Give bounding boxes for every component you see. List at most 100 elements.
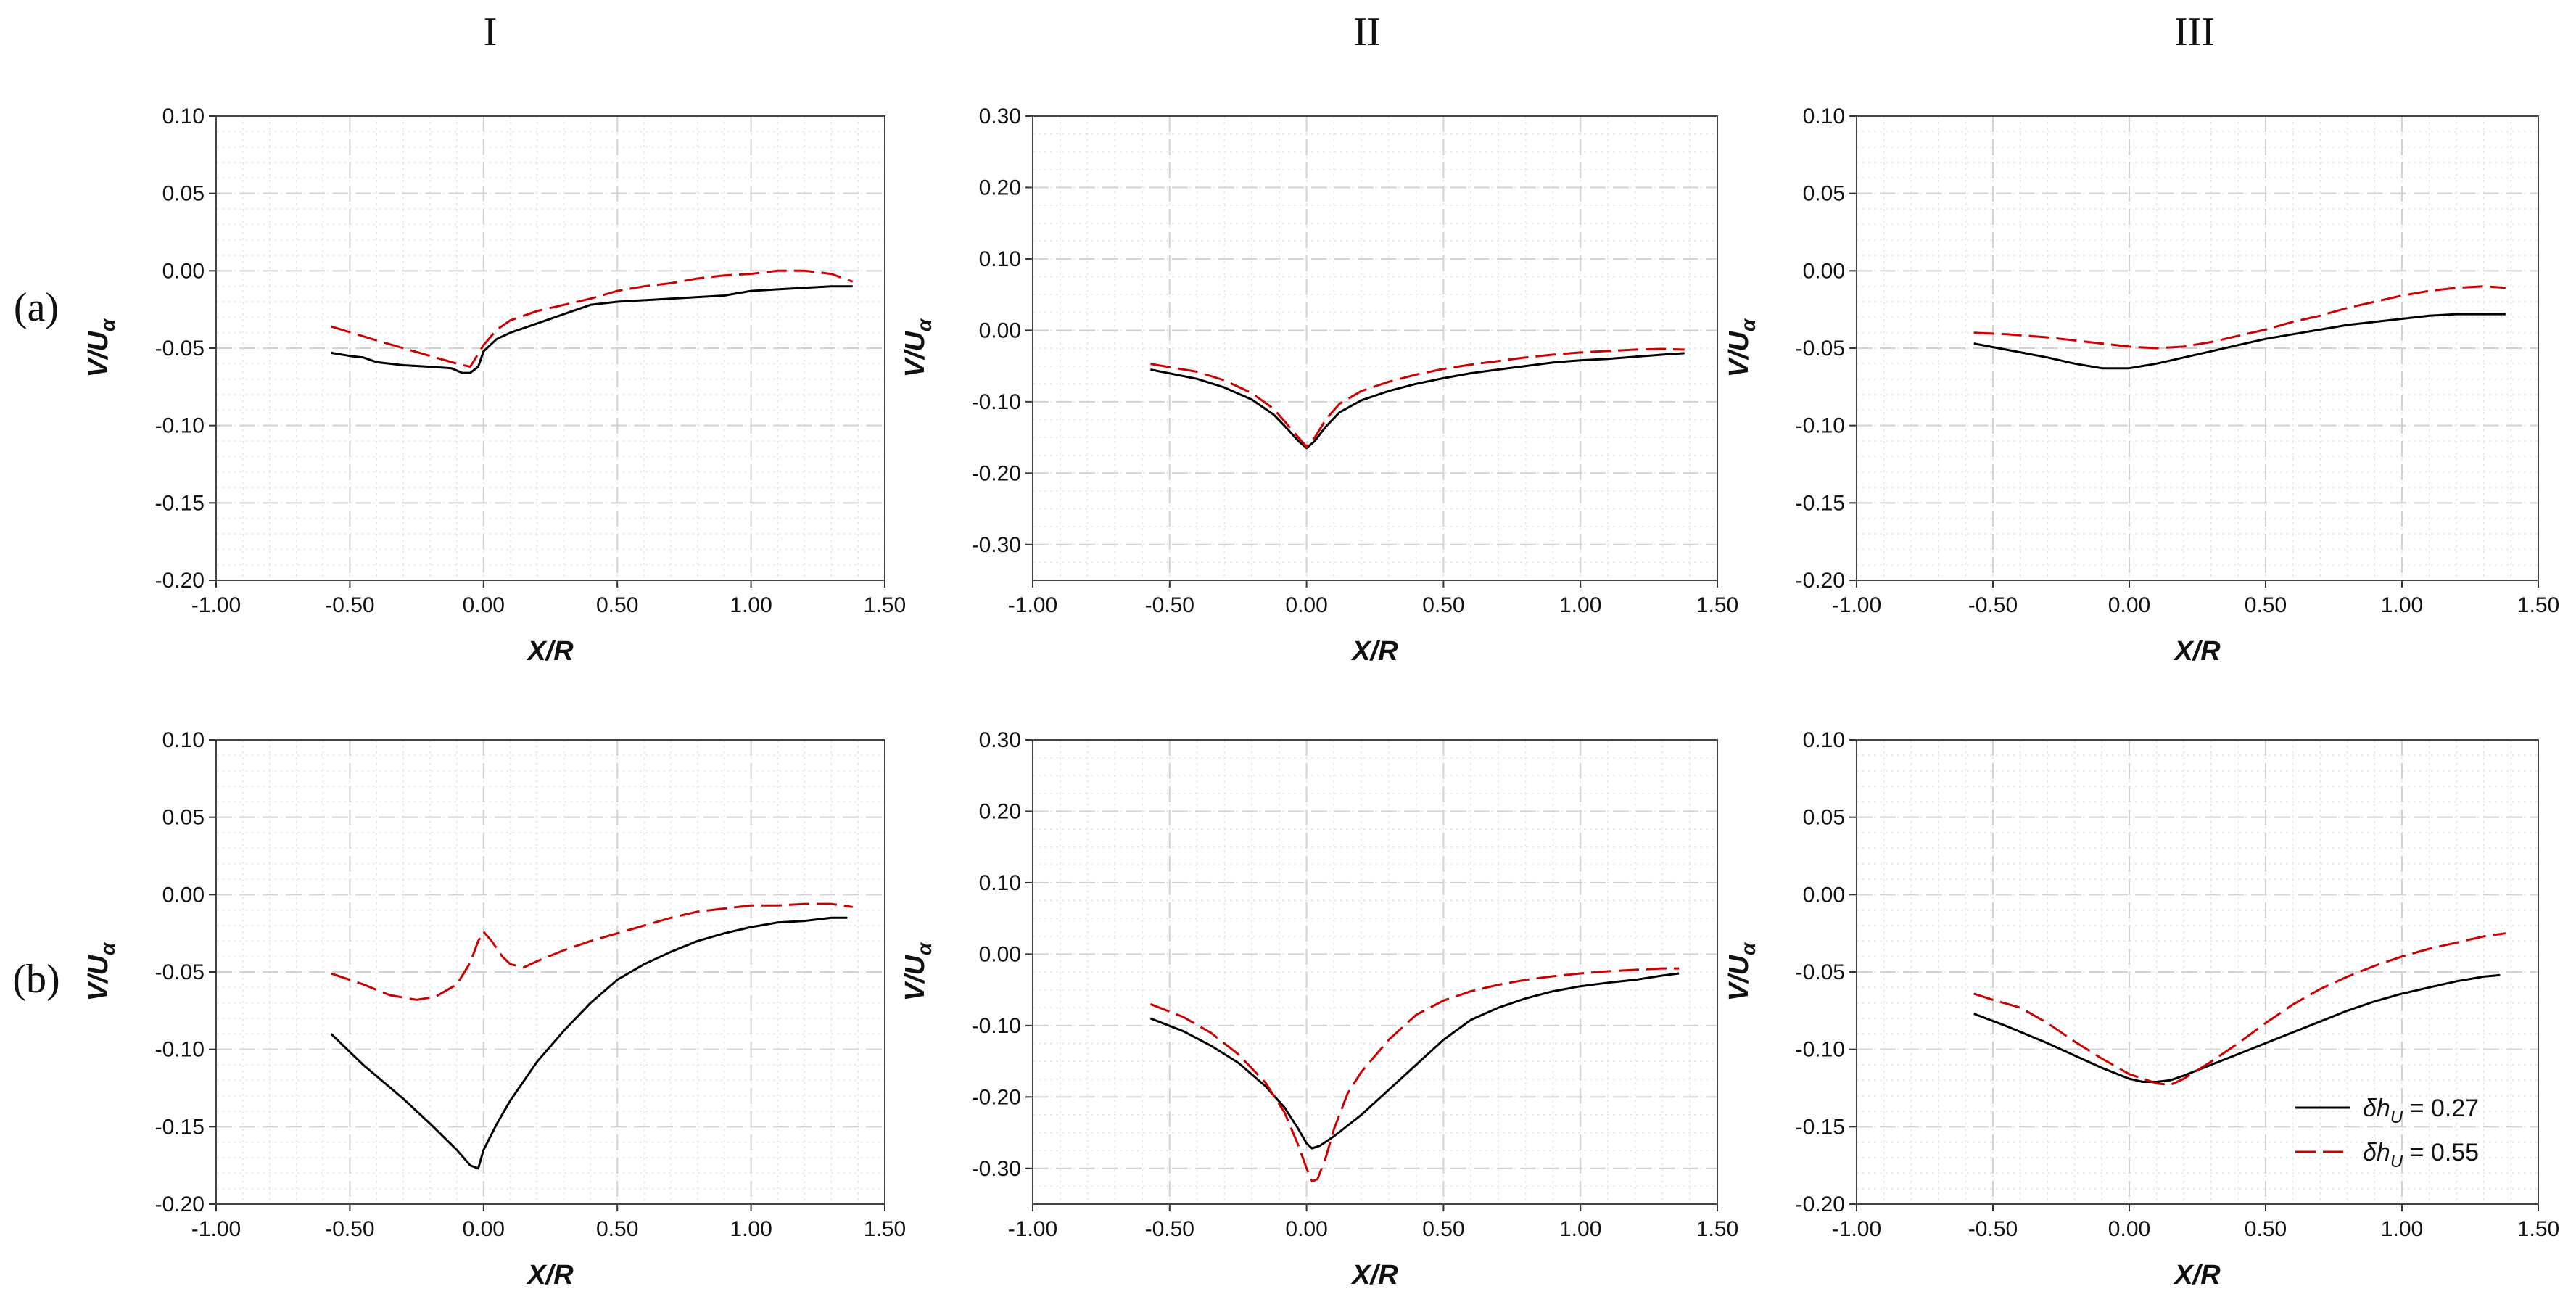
chart-a-II-ylabel-main: V/U (900, 330, 930, 377)
chart-a-II-ytick-label: 0.30 (979, 104, 1021, 128)
chart-a-III-ytick-label: 0.00 (1803, 259, 1845, 283)
chart-a-III-ytick-label: 0.05 (1803, 182, 1845, 206)
chart-a-I-xtick-label: 1.50 (864, 593, 906, 617)
legend-value-1: = 0.55 (2403, 1139, 2479, 1166)
chart-b-III-ytick-label: 0.05 (1803, 806, 1845, 830)
chart-b-II-ytick-label: -0.20 (972, 1085, 1021, 1109)
chart-b-II-ylabel-main: V/U (900, 954, 930, 1001)
chart-a-III-xtick-label: -0.50 (1968, 593, 2018, 617)
chart-b-II-xlabel: X/R (1350, 1260, 1398, 1290)
chart-a-II-xtick-label: 1.00 (1559, 593, 1601, 617)
chart-a-II-ylabel: V/Uα (900, 318, 936, 377)
chart-a-I: -1.00 -0.50 0.00 0.50 1.00 1.50 0.10 0.05 0.00 -0… (83, 104, 906, 667)
chart-a-III-series-1-line (1973, 285, 2506, 350)
chart-a-I-ytick-label: -0.05 (155, 337, 205, 361)
chart-b-I-xtick-label: 1.50 (864, 1217, 906, 1241)
chart-a-II-ytick-label: -0.20 (972, 461, 1021, 485)
chart-b-I: -1.00 -0.50 0.00 0.50 1.00 1.50 0.10 0.05 0.00 -0… (83, 728, 906, 1290)
chart-b-III-ylabel-main: V/U (1724, 954, 1754, 1001)
chart-b-II-xtick-label: 0.00 (1285, 1217, 1327, 1241)
chart-b-II-ytick-label: 0.30 (979, 728, 1021, 752)
column-label-iii: III (2174, 9, 2215, 54)
chart-b-I-ytick-label: -0.10 (155, 1038, 205, 1062)
chart-b-III-series-1-line (1973, 932, 2506, 1087)
chart-a-II-xtick-label: 1.50 (1696, 593, 1738, 617)
chart-b-II-ytick-label: -0.10 (972, 1014, 1021, 1038)
chart-a-I-ytick-label: -0.15 (155, 491, 205, 515)
chart-a-II-ytick-label: -0.10 (972, 390, 1021, 414)
legend: δhU = 0.27 δhU = 0.55 (2295, 1095, 2479, 1171)
chart-b-I-xtick-label: 1.00 (730, 1217, 772, 1241)
legend-subscript-1: U (2390, 1152, 2403, 1171)
chart-a-II-xlabel: X/R (1350, 636, 1398, 667)
chart-a-III-ylabel-main: V/U (1724, 330, 1754, 377)
chart-a-II-series-0-line (1150, 352, 1685, 450)
chart-a-III-ylabel-subscript: α (1737, 318, 1759, 331)
chart-a-III-xlabel: X/R (2173, 636, 2221, 667)
chart-b-I-ylabel-subscript: α (96, 942, 119, 955)
chart-b-II-ytick-label: 0.00 (979, 942, 1021, 966)
chart-a-I-ylabel-main: V/U (83, 330, 114, 377)
chart-a-II: -1.00 -0.50 0.00 0.50 1.00 1.50 0.30 0.20 0.10 0.… (900, 104, 1738, 667)
chart-a-II-ytick-label: 0.00 (979, 318, 1021, 342)
chart-a-II-series-1-line (1150, 347, 1685, 448)
chart-a-I-ytick-label: -0.20 (155, 569, 205, 593)
chart-a-II-ytick-label: 0.10 (979, 247, 1021, 271)
chart-a-III: -1.00 -0.50 0.00 0.50 1.00 1.50 0.10 0.05 0.00 -0… (1724, 104, 2559, 667)
legend-value-0: = 0.27 (2403, 1095, 2479, 1122)
chart-b-III-ytick-label: -0.15 (1796, 1115, 1845, 1139)
chart-b-III-ytick-label: 0.00 (1803, 883, 1845, 907)
chart-a-III-ytick-label: -0.05 (1796, 337, 1845, 361)
chart-b-III-xtick-label: 0.50 (2245, 1217, 2287, 1241)
chart-a-I-ytick-label: -0.10 (155, 414, 205, 438)
chart-b-III-ytick-label: -0.05 (1796, 960, 1845, 984)
chart-a-I-series-0-line (331, 285, 853, 374)
column-label-ii: II (1353, 9, 1380, 54)
chart-b-II-xtick-label: 0.50 (1422, 1217, 1464, 1241)
chart-b-I-ytick-label: 0.10 (162, 728, 205, 752)
chart-panels: -1.00 -0.50 0.00 0.50 1.00 1.50 0.10 0.05 0.00 -0… (83, 104, 2559, 1290)
chart-a-III-series-0-line (1973, 313, 2506, 370)
chart-a-III-ylabel: V/Uα (1724, 318, 1759, 377)
chart-a-I-ylabel: V/Uα (83, 318, 119, 377)
chart-b-I-series-0-line (330, 916, 848, 1170)
chart-a-II-ytick-label: 0.20 (979, 176, 1021, 199)
chart-a-III-ytick-label: -0.15 (1796, 491, 1845, 515)
legend-prefix-1: δh (2363, 1139, 2390, 1166)
chart-b-I-xtick-label: -1.00 (191, 1217, 241, 1241)
chart-b-I-ylabel: V/Uα (83, 942, 119, 1001)
chart-a-II-frame (1032, 115, 1718, 581)
chart-a-I-ytick-label: 0.00 (162, 259, 205, 283)
chart-b-III-ylabel: V/Uα (1724, 942, 1759, 1001)
chart-a-II-xtick-label: -0.50 (1145, 593, 1194, 617)
chart-a-III-frame (1856, 115, 2539, 581)
chart-a-I-ytick-label: 0.05 (162, 182, 205, 206)
chart-b-II-xtick-label: 1.50 (1696, 1217, 1738, 1241)
chart-b-II-ytick-label: 0.20 (979, 799, 1021, 823)
chart-a-I-xlabel: X/R (526, 636, 574, 667)
chart-b-II-ylabel: V/Uα (900, 942, 936, 1001)
chart-b-II-series-0-line (1149, 972, 1680, 1150)
chart-a-III-xtick-label: 1.50 (2517, 593, 2559, 617)
chart-a-III-xtick-label: 0.50 (2245, 593, 2287, 617)
chart-b-III-xtick-label: 0.00 (2108, 1217, 2150, 1241)
chart-a-I-xtick-label: -0.50 (325, 593, 374, 617)
chart-b-II-ytick-label: -0.30 (972, 1157, 1021, 1181)
chart-b-I-ytick-label: -0.05 (155, 960, 205, 984)
chart-b-III-ytick-label: -0.10 (1796, 1038, 1845, 1062)
chart-b-I-ylabel-main: V/U (83, 954, 114, 1001)
chart-b-II-ylabel-subscript: α (913, 942, 936, 955)
chart-a-III-ytick-label: 0.10 (1803, 104, 1845, 128)
chart-b-II-series-1-line (1149, 967, 1680, 1182)
chart-a-I-xtick-label: 0.00 (463, 593, 505, 617)
chart-a-I-xtick-label: 0.50 (596, 593, 638, 617)
chart-b-III-series-0-line (1973, 973, 2501, 1083)
chart-a-III-ytick-label: -0.10 (1796, 414, 1845, 438)
chart-b-II-ytick-label: 0.10 (979, 871, 1021, 895)
chart-a-I-ytick-label: 0.10 (162, 104, 205, 128)
chart-b-III-xtick-label: 1.50 (2517, 1217, 2559, 1241)
legend-prefix-0: δh (2363, 1095, 2390, 1122)
chart-b-I-xtick-label: 0.00 (463, 1217, 505, 1241)
